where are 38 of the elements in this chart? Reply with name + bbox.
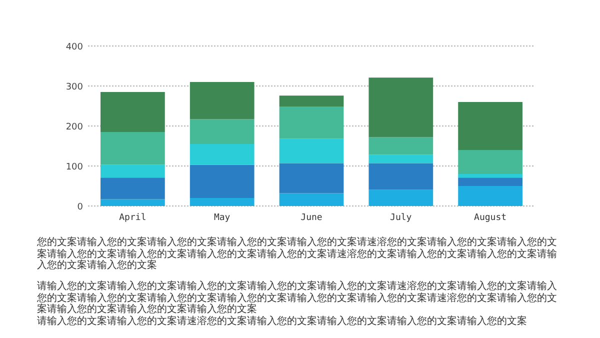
y-tick-label: 400 — [66, 42, 84, 52]
text: 请输入您的文案请输入您的文案请输入您的文案请输入您的文案请输入您的文案请速溶您的文案请输入您的文案请输入您的文案请输入您的文案请输入您的文案请输入您的文案请输入您的文案请输入您的文案请速溶您的文案请输入您的文案请输入您的文案请输入您的文案请输入您的文案 — [37, 281, 558, 316]
bar — [100, 92, 165, 132]
bar — [100, 132, 165, 165]
bar — [190, 198, 254, 206]
bar — [458, 150, 522, 174]
bar — [368, 163, 434, 190]
bar — [100, 164, 165, 178]
bar — [190, 144, 254, 165]
y-tick-label: 300 — [66, 82, 84, 92]
bar — [279, 163, 344, 194]
bar — [279, 138, 344, 164]
bar — [279, 96, 344, 107]
bar — [458, 102, 522, 150]
bar — [190, 82, 254, 120]
bar — [100, 199, 165, 206]
x-tick-label: June — [300, 213, 322, 223]
y-tick-label: 100 — [66, 162, 84, 172]
bar — [368, 190, 434, 206]
bar — [458, 174, 522, 178]
y-tick-label: 0 — [77, 202, 84, 212]
bar — [368, 137, 434, 155]
bar — [458, 178, 522, 186]
bar — [279, 193, 344, 206]
x-tick-label: April — [119, 213, 146, 223]
text: 请输入您的文案请输入您的文案请速溶您的文案请输入您的文案请输入您的文案请输入您的文案请输入您的文案 — [37, 316, 528, 328]
text: 您的文案请输入您的文案请输入您的文案请输入您的文案请输入您的文案请速溶您的文案请输入您的文案请输入您的文案请输入您的文案请输入您的文案请输入您的文案请输入您的文案请速溶您的文案请输入您的文案请输入您的文案请输入您的文案请输入您的文案 — [37, 237, 558, 272]
x-tick-label: May — [214, 213, 231, 223]
bar — [368, 78, 434, 138]
bar — [458, 186, 522, 206]
bar — [190, 164, 254, 198]
bar — [368, 154, 434, 164]
y-tick-label: 200 — [66, 122, 84, 132]
bar — [190, 119, 254, 144]
x-tick-label: July — [390, 213, 412, 223]
x-tick-label: August — [474, 213, 507, 223]
bar — [279, 106, 344, 139]
bar — [100, 178, 165, 200]
